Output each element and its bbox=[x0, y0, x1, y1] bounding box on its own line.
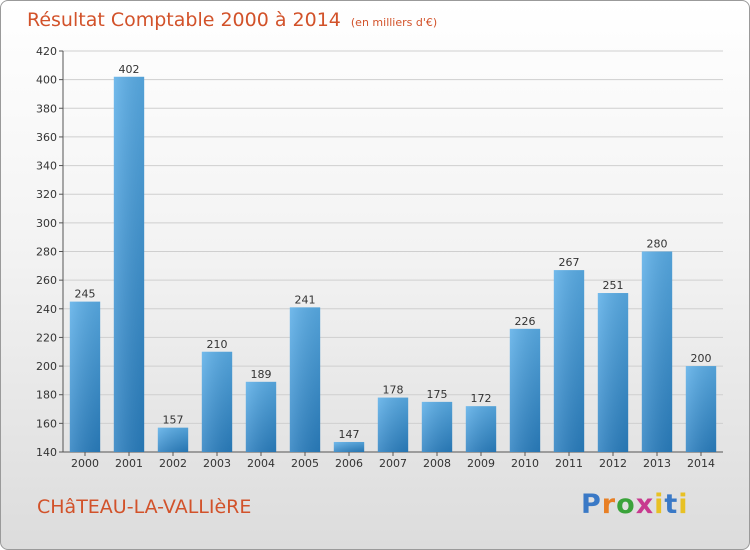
data-label: 267 bbox=[559, 256, 580, 269]
data-label: 245 bbox=[75, 288, 96, 301]
logo-letter: P bbox=[581, 489, 602, 520]
x-tick-label: 2011 bbox=[555, 457, 583, 470]
logo-letter: i bbox=[654, 489, 665, 520]
commune-name: CHâTEAU-LA-VALLIèRE bbox=[37, 496, 252, 518]
x-tick-label: 2012 bbox=[599, 457, 627, 470]
bars bbox=[69, 76, 717, 453]
y-tick-label: 400 bbox=[36, 74, 57, 87]
y-tick-label: 380 bbox=[36, 102, 57, 115]
y-tick-label: 160 bbox=[36, 417, 57, 430]
x-tick-label: 2006 bbox=[335, 457, 363, 470]
y-tick-label: 240 bbox=[36, 303, 57, 316]
x-tick-label: 2013 bbox=[643, 457, 671, 470]
bar-shade bbox=[289, 307, 321, 452]
bar-shade bbox=[597, 293, 629, 452]
bar-shade bbox=[201, 351, 233, 452]
x-tick-label: 2010 bbox=[511, 457, 539, 470]
bar-shade bbox=[641, 251, 673, 452]
y-tick-label: 200 bbox=[36, 360, 57, 373]
bar-shade bbox=[377, 397, 409, 452]
y-tick-label: 140 bbox=[36, 446, 57, 459]
bar-shade bbox=[245, 381, 277, 452]
y-tick-label: 260 bbox=[36, 274, 57, 287]
data-label: 178 bbox=[383, 384, 404, 397]
proxiti-logo[interactable]: Proxiti bbox=[581, 489, 689, 520]
x-tick-label: 2014 bbox=[687, 457, 715, 470]
bar-shade bbox=[113, 76, 145, 453]
x-tick-label: 2008 bbox=[423, 457, 451, 470]
chart-unit-note: (en milliers d'€) bbox=[350, 16, 438, 29]
x-tick-label: 2005 bbox=[291, 457, 319, 470]
logo-letter: r bbox=[601, 489, 617, 520]
bar-shade bbox=[509, 328, 541, 452]
bar-shade bbox=[553, 270, 585, 452]
y-tick-label: 340 bbox=[36, 160, 57, 173]
data-label: 189 bbox=[251, 368, 272, 381]
data-label: 226 bbox=[515, 315, 536, 328]
y-tick-label: 420 bbox=[36, 45, 57, 58]
data-label: 241 bbox=[295, 293, 316, 306]
data-label: 402 bbox=[119, 63, 140, 76]
data-label: 172 bbox=[471, 392, 492, 405]
bar-shade bbox=[421, 401, 453, 452]
bar-shade bbox=[69, 301, 101, 452]
bar-shade bbox=[685, 366, 717, 452]
logo-letter: t bbox=[664, 489, 679, 520]
bar-shade bbox=[157, 427, 189, 452]
data-label: 147 bbox=[339, 428, 360, 441]
x-tick-label: 2001 bbox=[115, 457, 143, 470]
chart-title-text: Résultat Comptable 2000 à 2014 bbox=[27, 9, 341, 31]
y-tick-label: 220 bbox=[36, 331, 57, 344]
data-label: 157 bbox=[163, 414, 184, 427]
x-tick-label: 2009 bbox=[467, 457, 495, 470]
logo-letter: i bbox=[678, 489, 689, 520]
chart-title: Résultat Comptable 2000 à 2014 (en millie… bbox=[27, 9, 437, 31]
x-tick-label: 2000 bbox=[71, 457, 99, 470]
bar-shade bbox=[333, 441, 365, 452]
data-labels: 245 402 157 210 189 241 147 178 175 172 226 267 251 2… bbox=[75, 63, 712, 441]
x-tick-label: 2003 bbox=[203, 457, 231, 470]
y-tick-label: 320 bbox=[36, 188, 57, 201]
y-tick-label: 360 bbox=[36, 131, 57, 144]
y-tick-label: 280 bbox=[36, 246, 57, 259]
x-tick-label: 2007 bbox=[379, 457, 407, 470]
logo-letter: x bbox=[635, 489, 655, 520]
x-tick-label: 2002 bbox=[159, 457, 187, 470]
data-label: 210 bbox=[207, 338, 228, 351]
data-label: 200 bbox=[691, 352, 712, 365]
bar-shade bbox=[465, 406, 497, 452]
x-tick-label: 2004 bbox=[247, 457, 275, 470]
y-tick-label: 300 bbox=[36, 217, 57, 230]
y-tick-label: 180 bbox=[36, 389, 57, 402]
data-label: 280 bbox=[647, 238, 668, 251]
data-label: 251 bbox=[603, 279, 624, 292]
logo-letter: o bbox=[616, 489, 636, 520]
data-label: 175 bbox=[427, 388, 448, 401]
